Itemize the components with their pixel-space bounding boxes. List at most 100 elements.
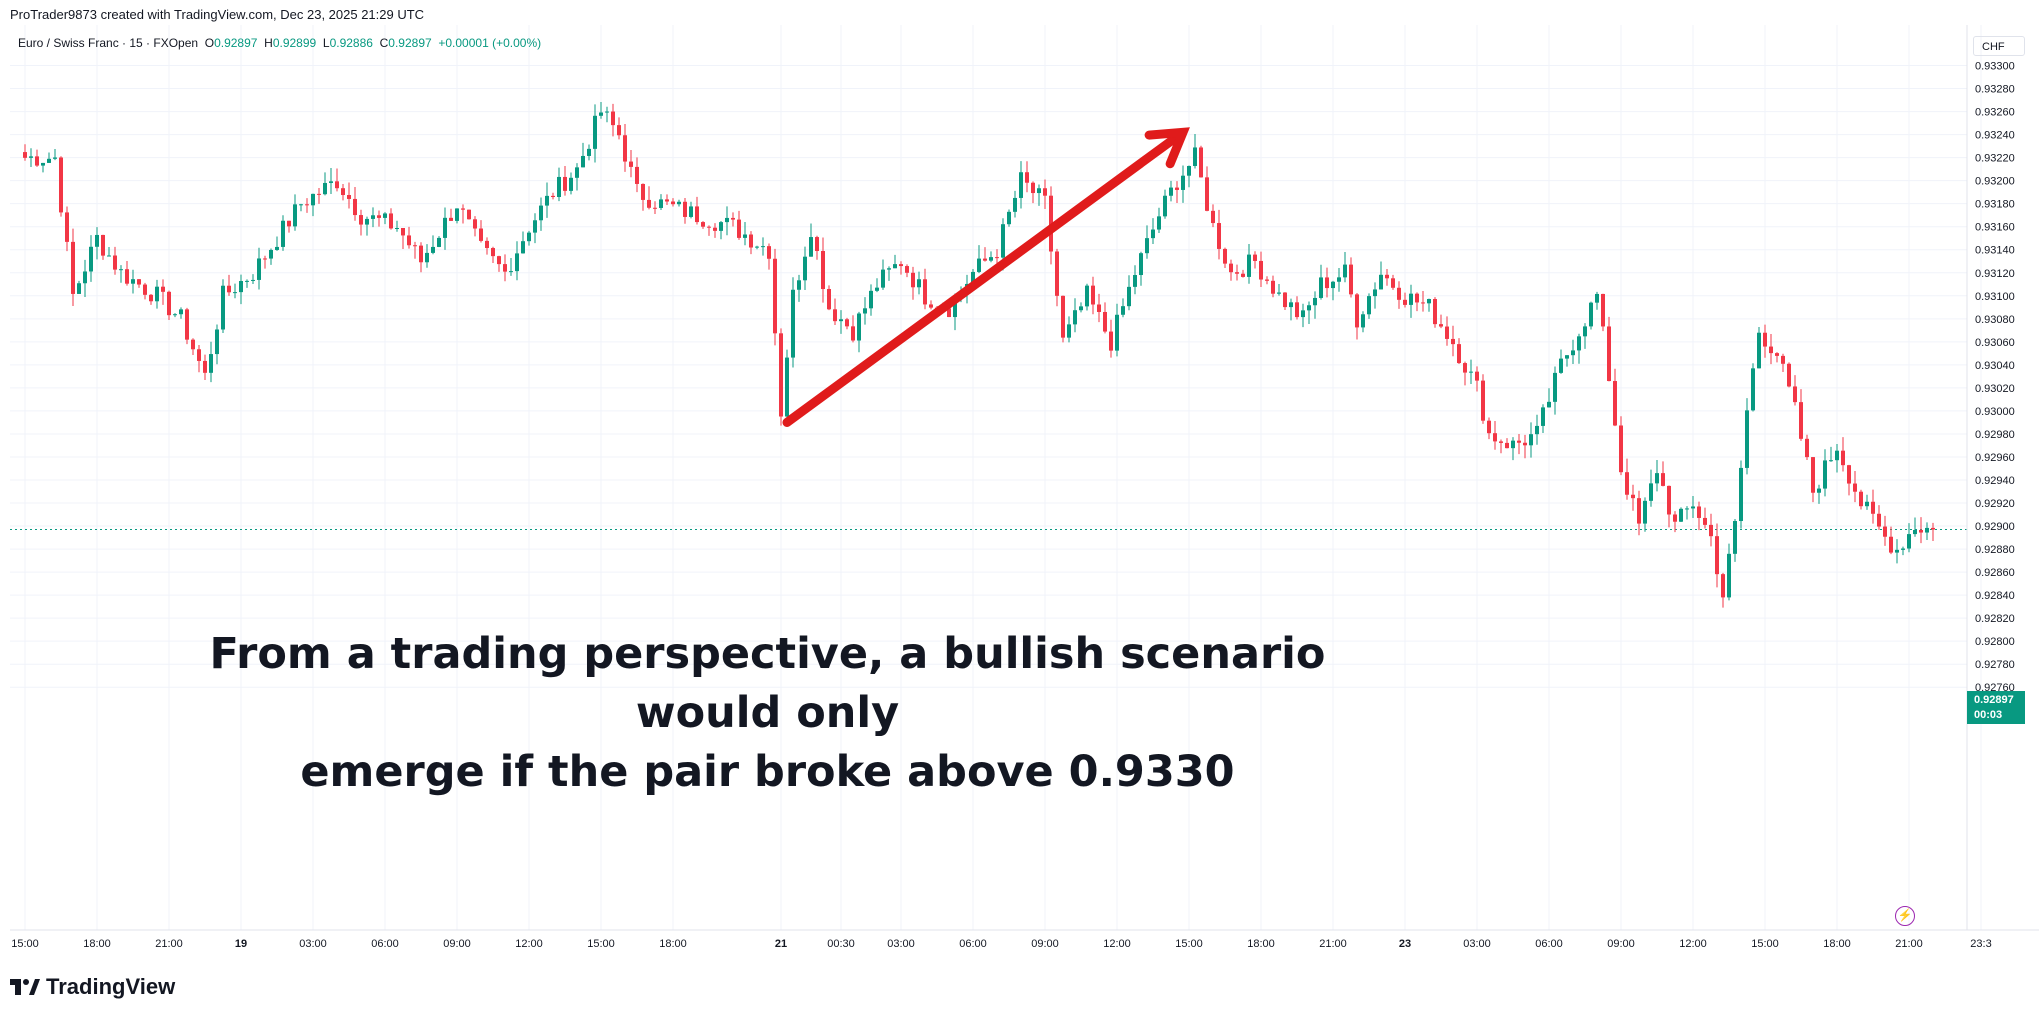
candle (857, 311, 861, 353)
candle-body (755, 246, 759, 248)
candle-body (1223, 248, 1227, 264)
candle (1877, 505, 1881, 530)
candle-body (131, 279, 135, 284)
candle (731, 212, 735, 227)
flash-icon[interactable]: ⚡ (1895, 906, 1915, 926)
candle (1709, 513, 1713, 547)
candle (119, 265, 123, 283)
candle (1679, 507, 1683, 522)
candle-body (1421, 302, 1425, 304)
price-tick-label: 0.93280 (1975, 84, 2015, 96)
candle (1541, 404, 1545, 433)
candle-body (1019, 172, 1023, 198)
candle (1307, 301, 1311, 325)
chart-area[interactable]: 0.93300 0.93280 0.93260 0.93240 0.93220 0.932… (0, 25, 2039, 955)
candle-body (647, 199, 651, 208)
candle (1469, 359, 1473, 384)
candle-body (221, 285, 225, 330)
candle (665, 194, 669, 205)
candle (989, 251, 993, 263)
candle-body (299, 204, 303, 206)
candle (683, 197, 687, 224)
candle (1073, 298, 1077, 333)
candle-body (719, 222, 723, 231)
candle-body (749, 234, 753, 248)
price-tick-label: 0.93120 (1975, 268, 2015, 280)
tradingview-logo[interactable]: TradingView (10, 974, 175, 1000)
candle (383, 212, 387, 225)
candle-body (1295, 302, 1299, 318)
candle (1313, 291, 1317, 319)
time-tick-label: 06:00 (959, 938, 987, 950)
candle (461, 204, 465, 224)
candle-body (1553, 372, 1557, 402)
candle (629, 150, 633, 178)
candle-body (743, 234, 747, 238)
time-tick-label: 23 (1399, 938, 1411, 950)
candle (1775, 352, 1779, 363)
candle-body (833, 309, 837, 322)
price-tick-label: 0.93140 (1975, 245, 2015, 257)
candle (1319, 264, 1323, 300)
candle (1769, 334, 1773, 365)
candle-body (557, 176, 561, 198)
candle-body (1757, 332, 1761, 369)
candle (1763, 324, 1767, 358)
candle-body (659, 199, 663, 208)
candle-body (1847, 465, 1851, 484)
candle-body (1547, 401, 1551, 408)
candle (1901, 546, 1905, 556)
candle-body (671, 201, 675, 205)
candle (1793, 375, 1797, 406)
candle (1739, 460, 1743, 529)
candle (1883, 515, 1887, 546)
low-label: L (322, 36, 330, 50)
candle-body (503, 264, 507, 272)
candle-body (401, 227, 405, 236)
price-tick-label: 0.92980 (1975, 429, 2015, 441)
candle-body (1517, 440, 1521, 443)
candle (1103, 302, 1107, 334)
candle (1805, 434, 1809, 460)
candle-body (1067, 324, 1071, 338)
price-tick-label: 0.92860 (1975, 567, 2015, 579)
candle (1661, 461, 1665, 487)
candle (1463, 361, 1467, 386)
candle-body (377, 215, 381, 218)
candle-body (1403, 299, 1407, 305)
candle (1433, 297, 1437, 328)
candle-body (1817, 488, 1821, 493)
candle-body (809, 237, 813, 257)
candle (773, 248, 777, 346)
candle (239, 274, 243, 305)
candle (1055, 248, 1059, 307)
candle (287, 220, 291, 233)
candlestick-chart[interactable]: 0.93300 0.93280 0.93260 0.93240 0.93220 0.932… (0, 25, 2039, 955)
candle-body (1109, 331, 1113, 351)
candle (437, 236, 441, 248)
candle-body (857, 313, 861, 341)
candle-body (263, 258, 267, 260)
candle-body (245, 280, 249, 282)
brand-name: TradingView (46, 974, 176, 999)
candle-body (1073, 310, 1077, 325)
candle (251, 274, 255, 284)
candle (833, 298, 837, 326)
candle-body (599, 112, 603, 116)
candle (725, 206, 729, 236)
candle-body (887, 268, 891, 270)
candle (1229, 259, 1233, 281)
candle (1199, 145, 1203, 178)
currency-button[interactable]: CHF (1973, 36, 2025, 56)
price-tick-label: 0.93300 (1975, 61, 2015, 73)
candle-body (1913, 530, 1917, 535)
candle (977, 245, 981, 274)
candle-body (371, 215, 375, 219)
candle (1127, 275, 1131, 311)
candle-body (1211, 210, 1215, 224)
candle-body (1121, 306, 1125, 315)
candle (173, 313, 177, 318)
candle-body (1643, 500, 1647, 524)
candle (1085, 283, 1089, 311)
candle-body (737, 219, 741, 238)
